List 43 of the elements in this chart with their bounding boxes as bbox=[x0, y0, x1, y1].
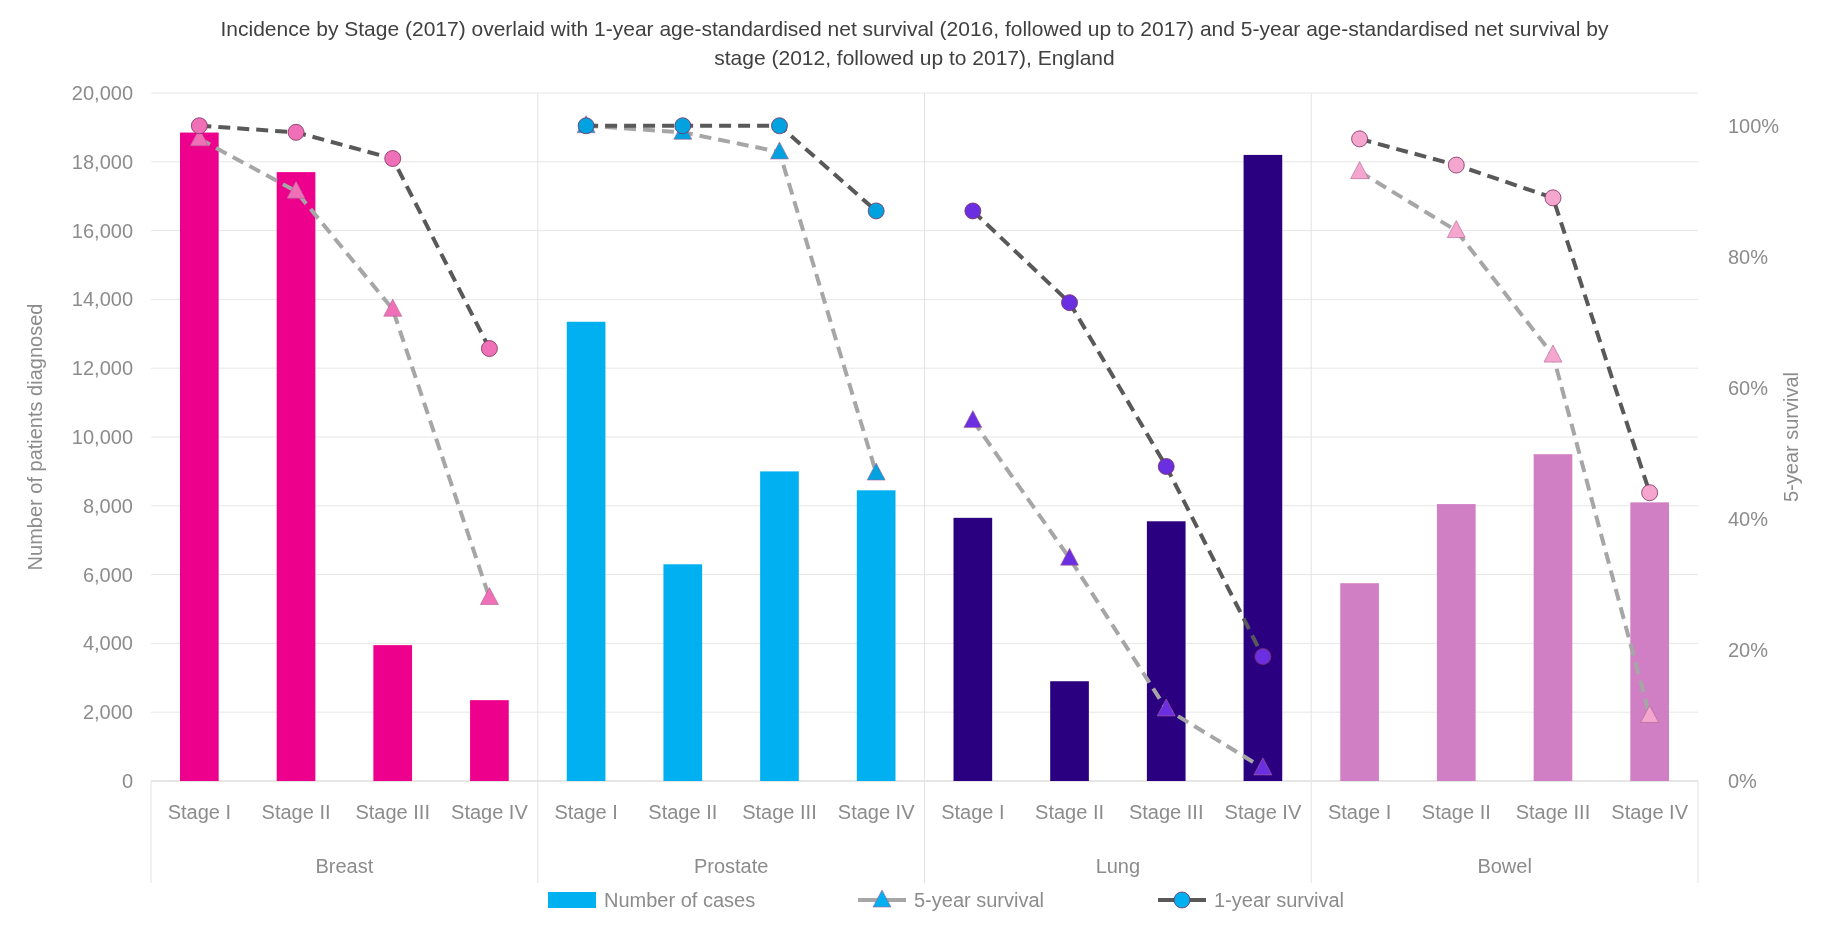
text: Breast bbox=[315, 855, 374, 877]
x-tick-label: Stage III bbox=[1515, 801, 1591, 823]
y-tick-label: 10,000 bbox=[71, 426, 133, 448]
legend-label: 5-year survival bbox=[914, 889, 1045, 911]
x-tick-label: Stage IV bbox=[1611, 801, 1689, 823]
y-tick-label: 8,000 bbox=[82, 494, 133, 517]
chart-title: Incidence by Stage (2017) overlaid with 1-year age-standardised net survival (2016, followed up to 2017) and 5-year age-standardised net survival by stage (2012, followed up to 2017), England bbox=[220, 17, 1609, 69]
legend-label: Number of cases bbox=[604, 889, 756, 911]
y-tick-label: 14,000 bbox=[71, 288, 133, 311]
y2-tick-label: 20% bbox=[1728, 638, 1769, 661]
text: Lung bbox=[1095, 855, 1141, 877]
y-tick-label: 18,000 bbox=[71, 150, 133, 173]
text: Prostate bbox=[693, 855, 769, 877]
x-tick-label: Stage IV bbox=[451, 801, 529, 823]
y-tick-label: 20,000 bbox=[71, 82, 133, 104]
y-tick-label: 0 bbox=[121, 770, 133, 792]
x-tick-label: Stage II bbox=[1421, 801, 1491, 823]
x-tick-label: Stage IV bbox=[837, 801, 916, 823]
x-tick-label: Stage I bbox=[554, 801, 618, 823]
text: Bowel bbox=[1477, 855, 1532, 877]
y-axis-title: Number of patients diagnosed bbox=[24, 303, 46, 571]
y-tick-label: 2,000 bbox=[82, 701, 133, 724]
y2-tick-label: 40% bbox=[1728, 507, 1769, 530]
y2-axis-title: 5-year survival bbox=[1780, 371, 1802, 503]
y-tick-label: 12,000 bbox=[71, 357, 133, 380]
y-tick-label: 6,000 bbox=[82, 563, 133, 586]
x-tick-label: Stage III bbox=[1128, 801, 1204, 823]
y-tick-label: 4,000 bbox=[82, 632, 133, 655]
x-tick-label: Stage II bbox=[1035, 801, 1104, 823]
y2-tick-label: 60% bbox=[1728, 376, 1769, 399]
y2-tick-label: 80% bbox=[1728, 245, 1769, 268]
x-tick-label: Stage II bbox=[261, 801, 331, 823]
y-tick-label: 16,000 bbox=[71, 219, 133, 242]
x-tick-label: Stage IV bbox=[1224, 801, 1302, 823]
x-tick-label: Stage I bbox=[1327, 801, 1392, 823]
x-tick-label: Stage I bbox=[167, 801, 232, 823]
y2-tick-label: 0% bbox=[1728, 770, 1758, 792]
x-tick-label: Stage III bbox=[742, 801, 817, 823]
y2-tick-label: 100% bbox=[1728, 114, 1780, 137]
x-tick-label: Stage I bbox=[941, 801, 1005, 823]
x-tick-label: Stage II bbox=[648, 801, 718, 823]
x-tick-label: Stage III bbox=[355, 801, 430, 823]
legend-label: 1-year survival bbox=[1214, 889, 1345, 911]
